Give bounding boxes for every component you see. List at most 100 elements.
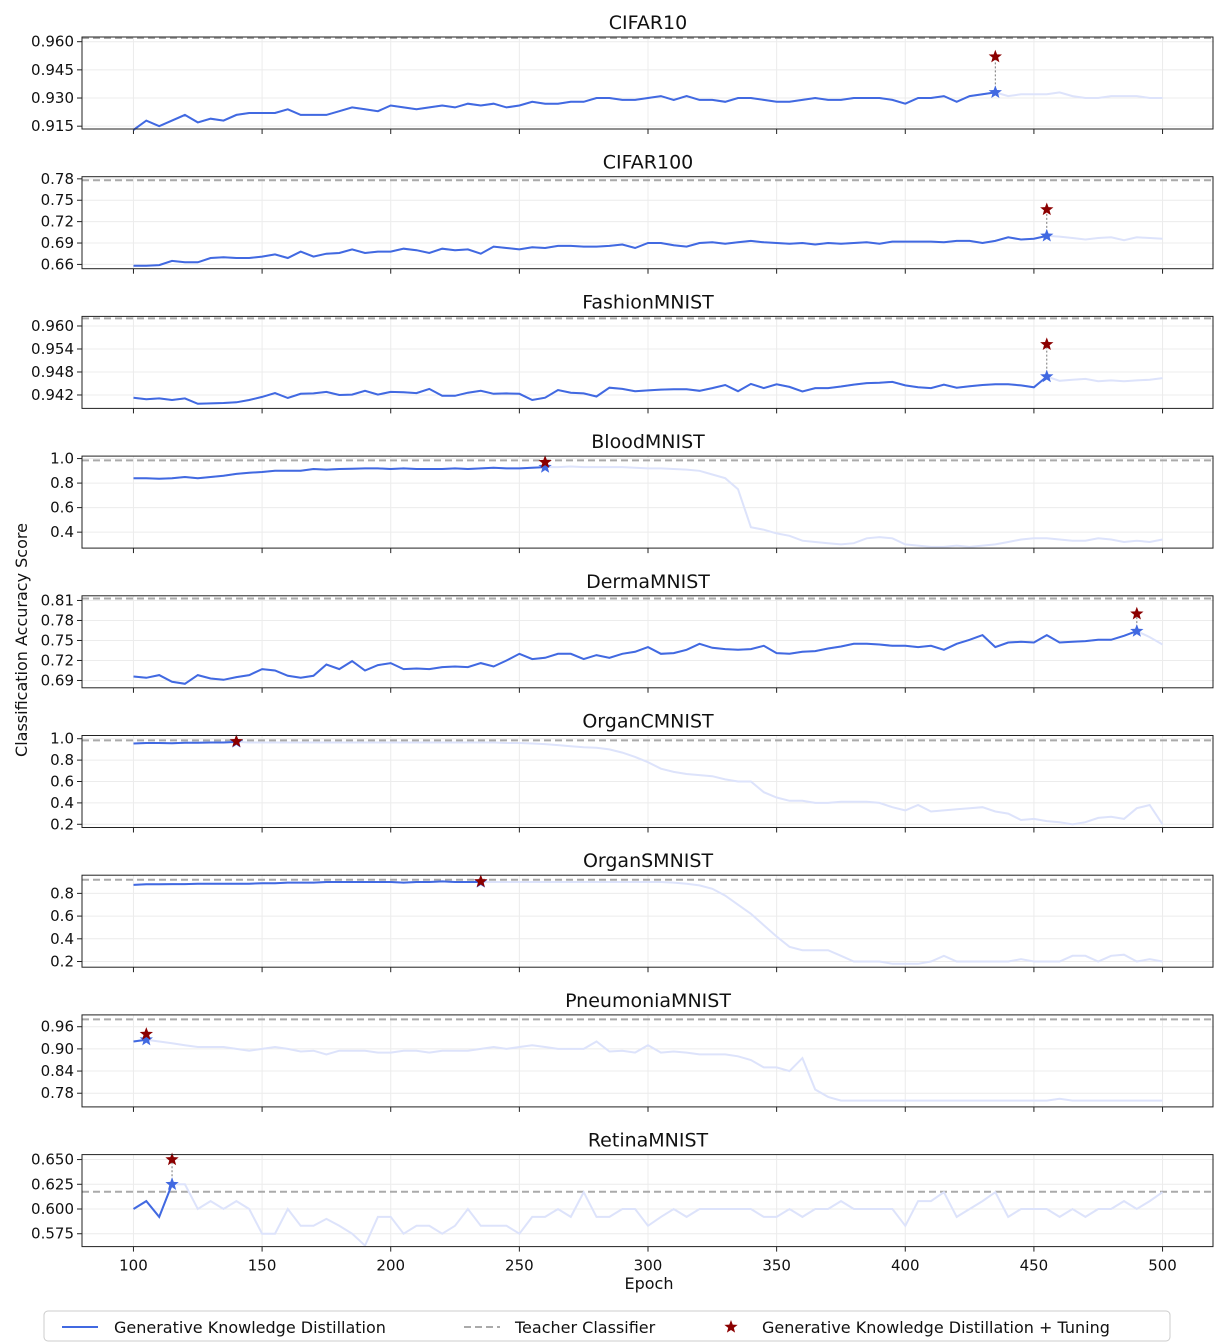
tuned-star-icon — [538, 455, 552, 468]
y-tick-label: 0.6 — [50, 907, 74, 925]
student-line — [133, 234, 1048, 267]
x-tick-label: 350 — [762, 1257, 791, 1275]
panel-dermamnist: DermaMNIST 0.69 0.72 0.75 0.78 0.81 — [41, 571, 1214, 693]
student-line — [132, 91, 996, 131]
student-line — [133, 375, 1048, 405]
y-tick-label: 0.75 — [41, 191, 74, 209]
y-tick-label: 0.8 — [50, 474, 74, 492]
chart-panels: CIFAR10 0.915 0.930 0.945 0.960 CIFAR100 0.66 0… — [31, 12, 1214, 1275]
tuned-star-icon — [474, 874, 488, 888]
best-student-star-icon — [1040, 369, 1054, 383]
y-tick-label: 0.600 — [31, 1200, 74, 1218]
panel-frame — [81, 315, 1214, 409]
y-tick-label: 0.4 — [50, 930, 74, 948]
y-tick-label: 0.915 — [31, 117, 74, 135]
y-tick-label: 0.960 — [31, 317, 74, 335]
panel-pneumoniamnist: PneumoniaMNIST 0.78 0.84 0.90 0.96 — [41, 990, 1214, 1112]
y-tick-label: 0.78 — [41, 1084, 74, 1102]
best-student-star-icon — [538, 460, 552, 473]
y-tick-label: 0.575 — [31, 1225, 74, 1243]
student-faded-line — [133, 1038, 1163, 1102]
panel-frame — [81, 874, 1214, 968]
panel-frame — [81, 1014, 1214, 1108]
x-tick-label: 150 — [248, 1257, 277, 1275]
x-tick-label: 300 — [634, 1257, 663, 1275]
student-faded-line — [132, 1183, 1164, 1248]
student-faded-line — [133, 740, 1164, 826]
y-tick-label: 0.96 — [41, 1018, 74, 1036]
y-tick-label: 0.72 — [41, 213, 74, 231]
tuned-star-icon — [139, 1027, 153, 1040]
y-axis-label: Classification Accuracy Score — [12, 523, 31, 757]
legend-tuned-label: Generative Knowledge Distillation + Tuni… — [762, 1318, 1110, 1337]
student-line — [132, 1183, 173, 1219]
legend-gkd-label: Generative Knowledge Distillation — [114, 1318, 386, 1337]
best-student-star-icon — [988, 85, 1002, 99]
panel-frame — [81, 595, 1214, 689]
student-line — [133, 630, 1138, 685]
y-tick-label: 0.960 — [31, 33, 74, 51]
tuned-star-icon — [988, 49, 1002, 63]
y-tick-label: 0.8 — [50, 751, 74, 769]
panel-title: CIFAR10 — [609, 12, 687, 34]
legend: Generative Knowledge Distillation Teache… — [43, 1310, 1171, 1342]
y-tick-label: 0.90 — [41, 1040, 74, 1058]
tuned-star-icon — [1040, 337, 1054, 351]
legend-star-shape — [724, 1320, 738, 1333]
x-tick-label: 250 — [505, 1257, 534, 1275]
panel-organcmnist: OrganCMNIST 0.2 0.4 0.6 0.8 1.0 — [50, 711, 1214, 833]
panel-title: RetinaMNIST — [588, 1130, 709, 1152]
panel-title: PneumoniaMNIST — [565, 990, 731, 1012]
y-tick-label: 0.6 — [50, 773, 74, 791]
panel-frame — [81, 735, 1214, 828]
tuned-star-icon — [1040, 202, 1054, 216]
best-student-star-icon — [1130, 624, 1144, 637]
y-tick-label: 0.78 — [41, 611, 74, 629]
panel-cifar10: CIFAR10 0.915 0.930 0.945 0.960 — [31, 12, 1214, 135]
panel-frame — [81, 176, 1214, 270]
panel-fashionmnist: FashionMNIST 0.942 0.948 0.954 0.960 — [31, 291, 1214, 414]
y-tick-label: 1.0 — [50, 730, 74, 748]
legend-tuned-star-icon — [724, 1320, 738, 1333]
panel-frame — [81, 1154, 1214, 1248]
panel-frame — [81, 455, 1214, 549]
y-tick-label: 0.954 — [31, 340, 74, 358]
panel-cifar100: CIFAR100 0.66 0.69 0.72 0.75 0.78 — [41, 152, 1214, 274]
y-tick-label: 0.945 — [31, 61, 74, 79]
tuned-star-icon — [1130, 606, 1144, 620]
y-tick-label: 1.0 — [50, 450, 74, 468]
legend-teacher-label: Teacher Classifier — [514, 1318, 656, 1337]
y-tick-label: 0.78 — [41, 170, 74, 188]
panel-title: FashionMNIST — [582, 291, 714, 313]
panel-title: OrganCMNIST — [582, 711, 714, 733]
panel-retinamnist: RetinaMNIST 0.575 0.600 0.625 0.650 100 150 200… — [31, 1130, 1214, 1275]
student-line — [133, 466, 546, 480]
y-tick-label: 0.69 — [41, 234, 74, 252]
panel-frame — [81, 36, 1214, 130]
panel-title: OrganSMNIST — [583, 850, 714, 872]
panel-title: BloodMNIST — [591, 431, 705, 453]
y-tick-label: 0.81 — [41, 591, 74, 609]
y-tick-label: 0.6 — [50, 499, 74, 517]
best-student-star-icon — [165, 1177, 179, 1190]
best-student-star-icon — [1040, 228, 1054, 242]
x-tick-label: 100 — [119, 1257, 148, 1275]
y-tick-label: 0.69 — [41, 671, 74, 689]
tuned-star-icon — [165, 1152, 179, 1166]
best-student-star-icon — [139, 1032, 153, 1046]
student-line — [133, 880, 481, 886]
y-tick-label: 0.948 — [31, 363, 74, 381]
y-tick-label: 0.72 — [41, 651, 74, 669]
panel-bloodmnist: BloodMNIST 0.4 0.6 0.8 1.0 — [50, 431, 1214, 554]
y-tick-label: 0.84 — [41, 1062, 74, 1080]
panel-title: DermaMNIST — [586, 571, 710, 593]
tuned-star-icon — [229, 734, 244, 748]
x-tick-label: 450 — [1020, 1257, 1049, 1275]
y-tick-label: 0.2 — [50, 815, 74, 833]
y-tick-label: 0.8 — [50, 884, 74, 902]
y-tick-label: 0.930 — [31, 89, 74, 107]
y-tick-label: 0.66 — [41, 255, 74, 273]
student-line — [133, 740, 237, 745]
y-tick-label: 0.4 — [50, 794, 74, 812]
